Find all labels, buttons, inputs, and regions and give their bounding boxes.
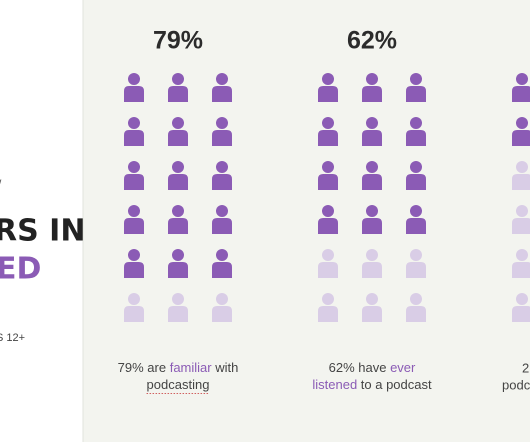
- caption: podc: [502, 377, 530, 392]
- caption-part: with: [212, 360, 239, 375]
- caption-part: to a podcast: [357, 377, 432, 392]
- caption: 62% have ever: [329, 360, 416, 375]
- caption: 79% are familiar with: [118, 360, 239, 375]
- caption-part: listened: [312, 377, 357, 392]
- caption-part: 62% have: [329, 360, 390, 375]
- left-mark: /: [0, 177, 2, 191]
- content-panel: [83, 0, 530, 442]
- left-panel: [0, 0, 83, 442]
- caption: 2: [522, 360, 529, 375]
- partial-column: 2 podc: [502, 73, 530, 392]
- left-heading-accent: ED: [0, 252, 41, 287]
- percent-title: 62%: [347, 27, 397, 55]
- caption: listened to a podcast: [312, 377, 432, 392]
- columns: 79%79% are familiar withpodcasting62%62%…: [118, 27, 432, 394]
- caption: podcasting: [147, 377, 210, 392]
- percent-title: 79%: [153, 27, 203, 55]
- caption-part: familiar: [170, 360, 213, 375]
- caption-part: ever: [390, 360, 416, 375]
- left-heading: RS IN: [0, 214, 85, 249]
- caption-part: 79% are: [118, 360, 170, 375]
- caption-part: podcasting: [147, 377, 210, 392]
- left-note: S 12+: [0, 332, 25, 344]
